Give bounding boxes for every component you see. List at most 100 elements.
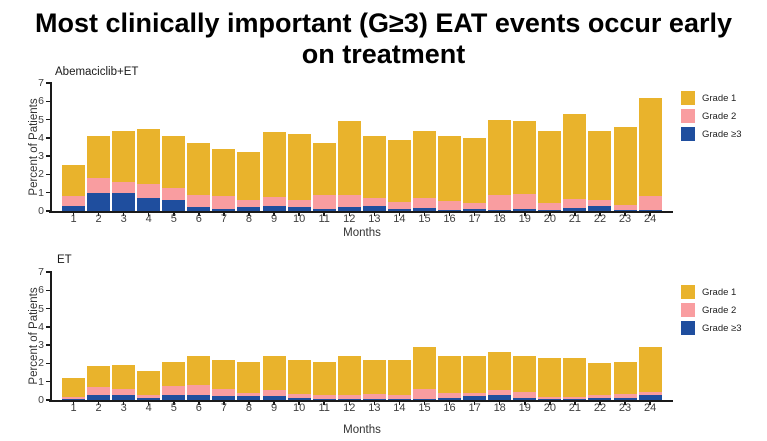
x-tick-label: 14 [393,213,406,225]
y-axis-line [50,82,52,212]
bar-segment-grade2-month-8 [237,200,261,208]
y-tick-label: 2 [38,168,44,181]
bar-segment-grade3-month-6 [187,394,211,400]
bar-segment-grade3-month-5 [162,395,186,400]
x-tick-label: 8 [245,402,253,414]
y-tick-mark [46,100,50,103]
x-tick-mark [122,212,125,216]
bar-segment-grade3-month-7 [212,209,236,211]
bar-segment-grade3-month-3 [112,394,136,400]
x-tick-label: 3 [120,402,127,414]
bar-segment-grade2-month-24 [638,391,662,395]
y-tick-mark [46,289,50,292]
bar-segment-grade2-month-4 [137,394,161,399]
bar-segment-grade2-month-2 [87,178,111,193]
x-tick-mark [97,401,100,405]
bar-segment-grade3-month-24 [638,210,662,211]
y-tick-mark [46,191,50,194]
bar-segment-grade1-month-11 [312,361,336,395]
grade3-swatch [681,321,695,335]
x-tick-mark [323,401,325,405]
y-tick-label: 2 [38,357,44,370]
legend-item-grade3: Grade ≥3 [681,125,767,143]
bar-segment-grade1-month-4 [137,128,161,184]
bar-segment-grade1-month-8 [237,152,261,201]
y-tick-label: 7 [38,77,44,89]
x-tick-mark [498,401,501,405]
x-tick-label: 4 [145,402,152,414]
x-tick-mark [72,212,75,216]
x-tick-mark [97,212,100,216]
x-tick-mark [574,401,576,405]
bar-segment-grade1-month-14 [387,359,411,395]
x-tick-mark [173,401,175,405]
bar-segment-grade2-month-12 [337,394,361,400]
bar-segment-grade2-month-17 [463,392,487,396]
legend-label-grade1: Grade 1 [702,286,737,298]
bar-segment-grade1-month-6 [187,143,211,196]
x-tick-label: 12 [343,402,356,414]
legend-label-grade3: Grade ≥3 [702,128,742,140]
bar-segment-grade1-month-23 [613,126,637,205]
bar-segment-grade1-month-22 [588,363,612,395]
bar-segment-grade2-month-10 [287,393,311,399]
bar-segment-grade1-month-19 [513,356,537,392]
x-tick-label: 12 [343,213,356,225]
x-tick-label: 15 [418,402,431,414]
y-tick-mark [46,173,50,176]
bar-segment-grade1-month-3 [112,365,136,390]
bar-segment-grade2-month-22 [588,394,612,399]
x-tick-label: 19 [518,402,531,414]
bar-segment-grade1-month-13 [362,359,386,394]
bar-segment-grade3-month-23 [613,210,637,211]
legend-top: Grade 1 Grade 2 Grade ≥3 [681,89,767,143]
figure-title: Most clinically important (G≥3) EAT even… [34,8,732,69]
bar-segment-grade2-month-24 [638,196,662,211]
bar-segment-grade2-month-16 [438,200,462,210]
x-tick-mark [348,401,351,405]
bar-segment-grade3-month-17 [463,209,487,211]
bar-segment-grade2-month-20 [538,397,562,400]
bar-segment-grade1-month-21 [563,114,587,200]
bar-segment-grade3-month-15 [412,208,436,211]
x-tick-label: 13 [368,402,381,414]
bar-segment-grade3-month-21 [563,207,587,211]
bar-segment-grade3-month-2 [87,395,111,400]
legend-item-grade1: Grade 1 [681,89,767,107]
x-tick-mark [248,212,250,216]
bar-segment-grade1-month-16 [438,136,462,201]
bar-segment-grade1-month-5 [162,361,186,387]
x-tick-label: 22 [593,213,607,225]
x-tick-label: 19 [518,213,531,225]
y-tick-mark [46,271,50,273]
x-tick-label: 13 [368,213,381,225]
x-tick-mark [574,212,576,216]
y-tick-mark [46,362,50,365]
bar-segment-grade3-month-9 [262,205,286,211]
bar-segment-grade2-month-6 [187,385,211,395]
bar-segment-grade2-month-15 [412,389,436,399]
x-tick-mark [624,212,626,216]
x-tick-mark [599,401,601,405]
legend-bottom: Grade 1 Grade 2 Grade ≥3 [681,283,767,337]
x-tick-label: 23 [618,402,632,414]
bar-segment-grade1-month-7 [212,148,236,197]
y-tick-label: 6 [38,95,44,108]
x-tick-label: 6 [195,402,202,414]
bar-segment-grade3-month-1 [62,205,85,211]
bar-segment-grade1-month-12 [337,356,361,395]
y-axis-line [50,271,52,401]
x-tick-mark [323,212,325,216]
grade1-swatch [681,285,695,299]
bar-segment-grade3-month-10 [287,398,311,400]
x-tick-mark [248,401,250,405]
grade3-swatch [681,127,695,141]
x-tick-mark [198,401,200,405]
bar-segment-grade1-month-2 [87,136,111,179]
x-tick-label: 16 [443,213,456,225]
x-tick-label: 4 [145,213,152,225]
bar-segment-grade2-month-12 [337,195,361,208]
y-tick-mark [46,118,50,121]
bar-segment-grade3-month-14 [387,399,411,400]
